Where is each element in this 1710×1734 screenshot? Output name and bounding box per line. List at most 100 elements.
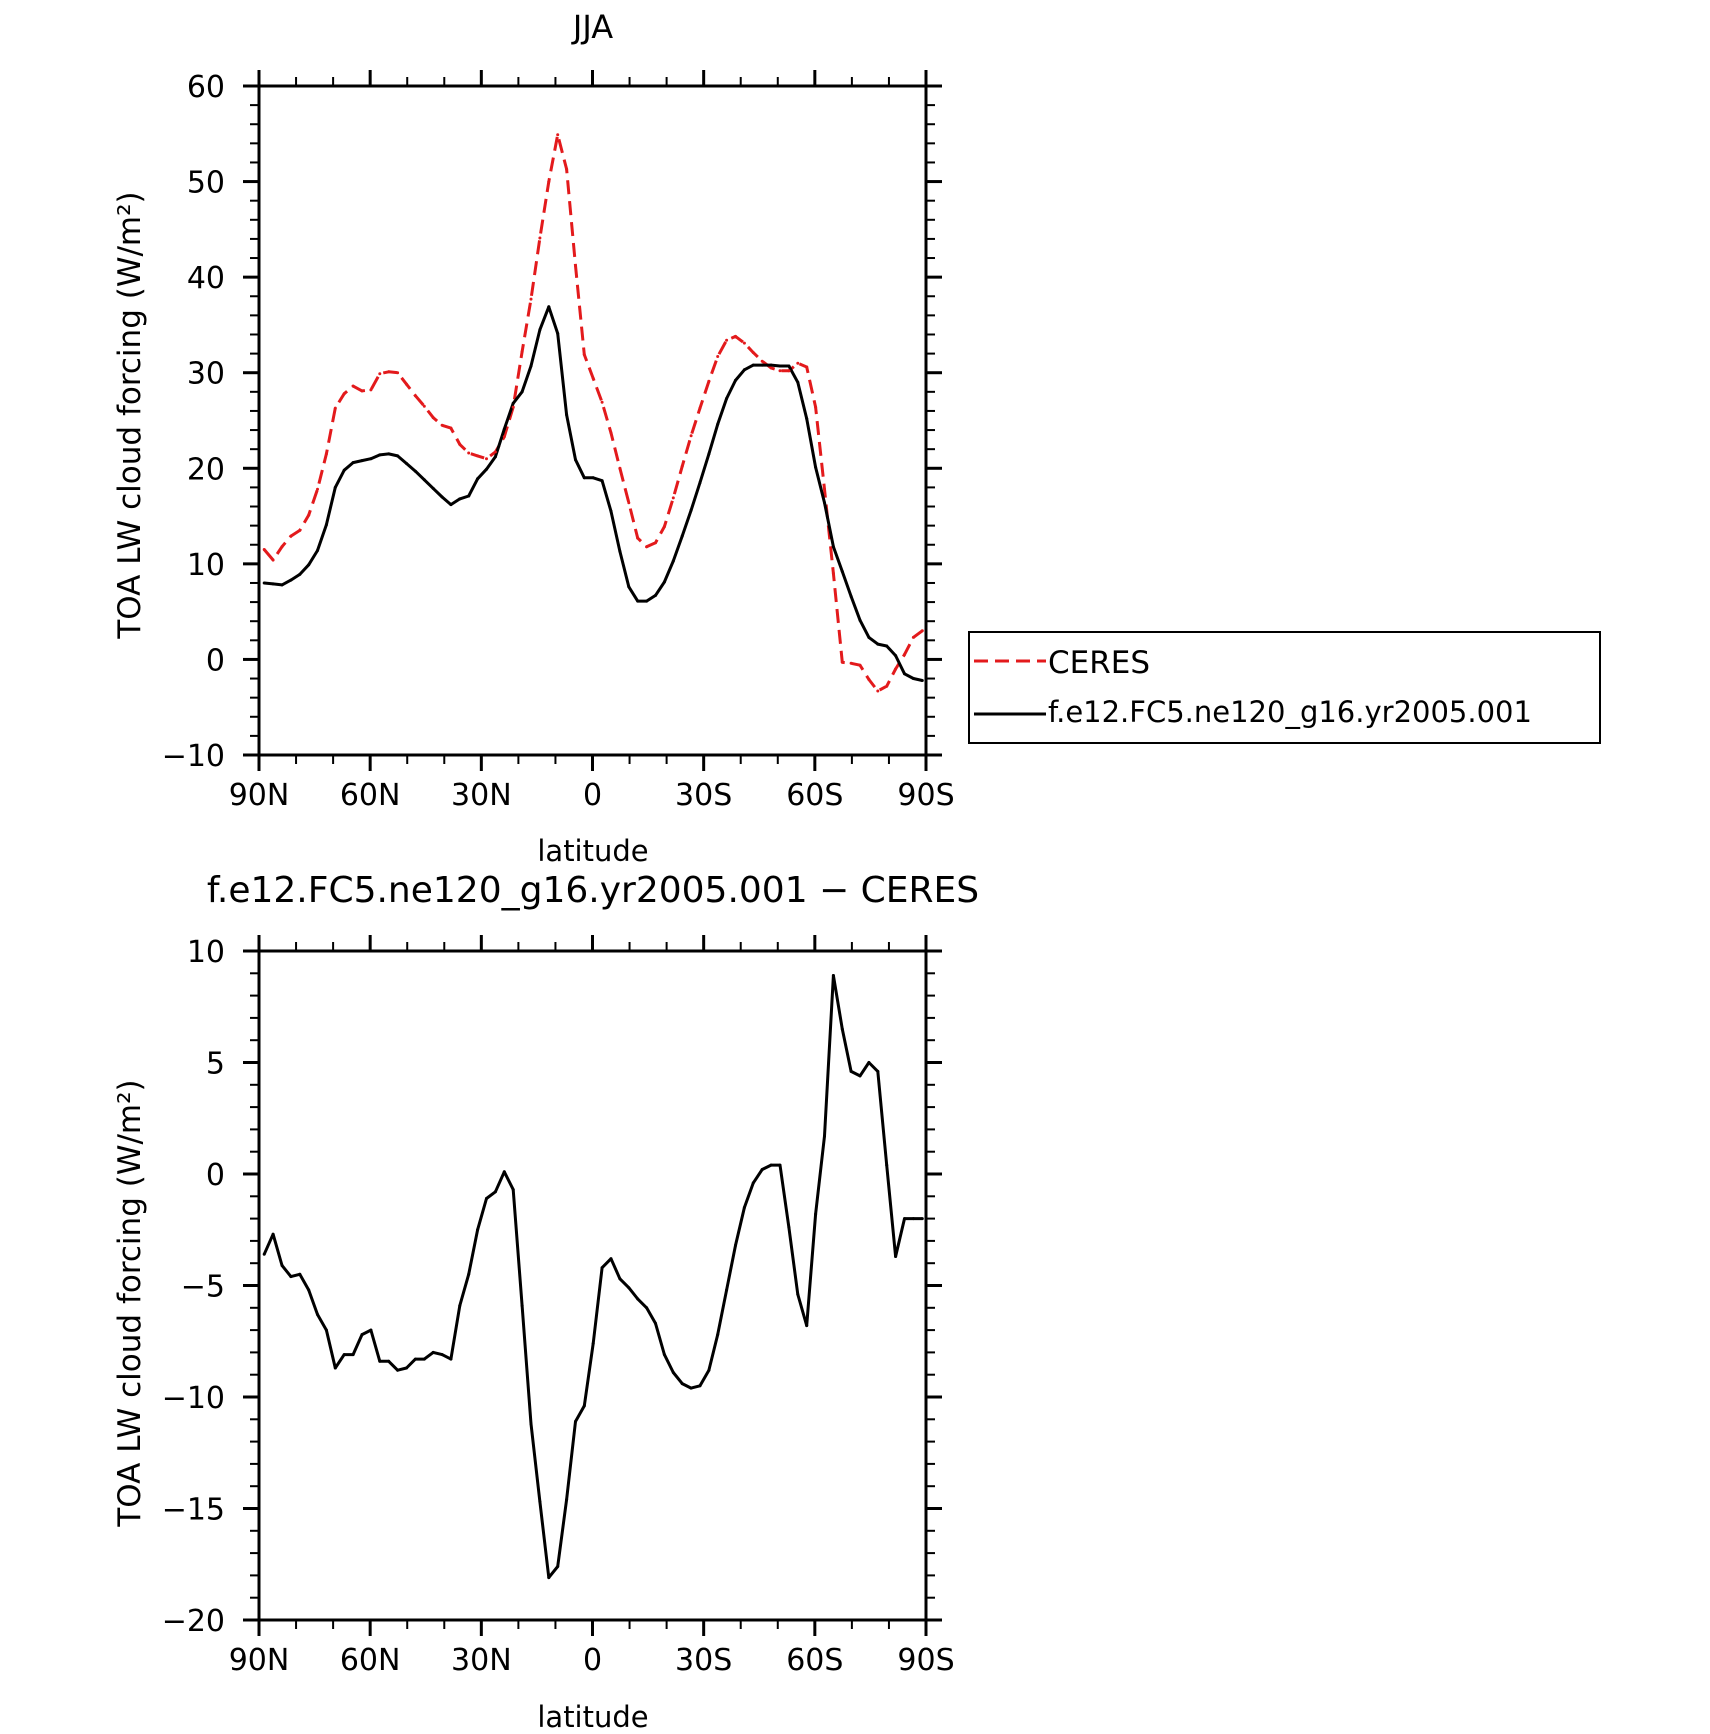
data-point-difference [751,1181,755,1185]
bottom-panel-tick-labels: 90N 60N 30N 0 30S 60S 90S −20 −15 −10 −5 0 5 10 [162,935,955,1678]
top-panel-plot-frame [257,84,928,757]
data-point-f-e12-fc5-ne120-g16-yr2005-001 [751,363,755,367]
data-point-difference [814,1212,818,1216]
data-point-f-e12-fc5-ne120-g16-yr2005-001 [814,465,818,469]
data-point-difference [485,1197,488,1200]
data-point-f-e12-fc5-ne120-g16-yr2005-001 [316,549,319,552]
data-point-difference [351,1353,355,1357]
data-point-ceres [396,371,400,375]
data-point-difference [316,1313,319,1316]
bottom-panel-data-lines [262,974,923,1580]
data-point-difference [662,1353,666,1357]
data-point-difference [502,1170,506,1174]
y-tick-label: 0 [206,1158,225,1193]
data-point-ceres [529,297,533,301]
data-point-difference [378,1359,382,1363]
data-point-f-e12-fc5-ne120-g16-yr2005-001 [725,397,729,400]
data-point-ceres [849,661,853,665]
data-point-difference [262,1252,266,1256]
data-point-f-e12-fc5-ne120-g16-yr2005-001 [920,679,924,682]
data-point-difference [280,1263,284,1267]
data-point-ceres [565,167,569,171]
data-point-difference [671,1371,675,1374]
data-point-difference [511,1188,515,1192]
data-point-ceres [493,450,497,454]
top-panel-data-points [262,133,924,693]
data-point-ceres [618,466,622,470]
legend-entry-model: f.e12.FC5.ne120_g16.yr2005.001 [974,695,1532,729]
data-point-ceres [725,338,729,342]
top-panel-tick-labels: 90N 60N 30N 0 30S 60S 90S −10 0 10 20 30 40 50 60 [162,70,955,813]
data-point-f-e12-fc5-ne120-g16-yr2005-001 [565,413,569,417]
data-point-f-e12-fc5-ne120-g16-yr2005-001 [574,458,577,462]
data-point-difference [778,1163,782,1167]
data-point-f-e12-fc5-ne120-g16-yr2005-001 [413,469,417,473]
y-tick-label: 10 [187,548,225,583]
data-point-ceres [271,558,275,562]
data-point-difference [618,1277,622,1281]
top-panel-data-lines [263,133,924,693]
legend-entry-ceres: CERES [974,645,1150,681]
data-point-ceres [511,405,515,409]
data-point-ceres [289,534,293,538]
data-point-ceres [422,404,426,408]
bottom-panel-ticks [243,935,942,1636]
data-point-f-e12-fc5-ne120-g16-yr2005-001 [707,452,711,456]
x-tick-label: 90S [897,1643,954,1678]
data-point-ceres [662,525,666,529]
data-point-difference [449,1357,453,1361]
data-point-ceres [707,379,711,383]
data-point-difference [591,1342,595,1345]
top-panel-ticks [243,70,942,771]
data-point-f-e12-fc5-ne120-g16-yr2005-001 [493,455,497,459]
data-point-ceres [840,660,844,664]
data-point-f-e12-fc5-ne120-g16-yr2005-001 [458,497,462,501]
data-point-difference [796,1292,800,1296]
data-point-difference [307,1288,311,1292]
data-point-difference [734,1243,737,1247]
data-point-f-e12-fc5-ne120-g16-yr2005-001 [476,477,480,481]
data-point-ceres [476,454,480,458]
data-point-f-e12-fc5-ne120-g16-yr2005-001 [271,582,275,586]
data-point-f-e12-fc5-ne120-g16-yr2005-001 [796,380,800,384]
data-point-f-e12-fc5-ne120-g16-yr2005-001 [511,401,515,405]
data-point-ceres [600,400,604,404]
y-tick-label: −5 [181,1270,225,1305]
data-point-f-e12-fc5-ne120-g16-yr2005-001 [262,581,266,585]
data-point-f-e12-fc5-ne120-g16-yr2005-001 [289,578,293,582]
data-point-difference [831,974,835,977]
bottom-panel: f.e12.FC5.ne120_g16.yr2005.001 − CERES T… [112,870,979,1734]
data-point-f-e12-fc5-ne120-g16-yr2005-001 [324,523,328,527]
data-point-difference [760,1168,764,1171]
data-point-f-e12-fc5-ne120-g16-yr2005-001 [734,378,737,382]
data-point-f-e12-fc5-ne120-g16-yr2005-001 [840,570,844,573]
data-point-f-e12-fc5-ne120-g16-yr2005-001 [911,677,915,680]
data-point-ceres [751,351,755,355]
y-tick-label: −15 [162,1493,225,1528]
data-point-difference [876,1069,880,1073]
y-tick-label: −10 [162,1381,225,1416]
data-point-f-e12-fc5-ne120-g16-yr2005-001 [378,453,382,457]
data-point-ceres [369,388,373,392]
data-point-difference [360,1333,364,1337]
data-point-ceres [538,236,542,240]
top-panel-y-axis-label: TOA LW cloud forcing (W/m²) [112,191,148,639]
data-point-f-e12-fc5-ne120-g16-yr2005-001 [467,494,471,498]
x-tick-label: 90S [897,778,954,813]
x-tick-label: 60N [340,1643,401,1678]
data-point-ceres [769,366,773,370]
data-point-difference [840,1027,844,1031]
data-point-f-e12-fc5-ne120-g16-yr2005-001 [502,427,506,431]
data-point-ceres [298,528,302,532]
data-point-f-e12-fc5-ne120-g16-yr2005-001 [654,593,657,597]
data-point-ceres [574,264,577,268]
data-point-difference [289,1275,293,1279]
series-line-difference [262,974,923,1580]
data-point-f-e12-fc5-ne120-g16-yr2005-001 [360,459,364,463]
data-point-f-e12-fc5-ne120-g16-yr2005-001 [849,594,853,598]
data-point-f-e12-fc5-ne120-g16-yr2005-001 [698,481,702,485]
data-point-ceres [903,653,906,657]
legend-box [968,631,1601,744]
data-point-difference [333,1366,337,1370]
data-point-f-e12-fc5-ne120-g16-yr2005-001 [298,572,302,576]
